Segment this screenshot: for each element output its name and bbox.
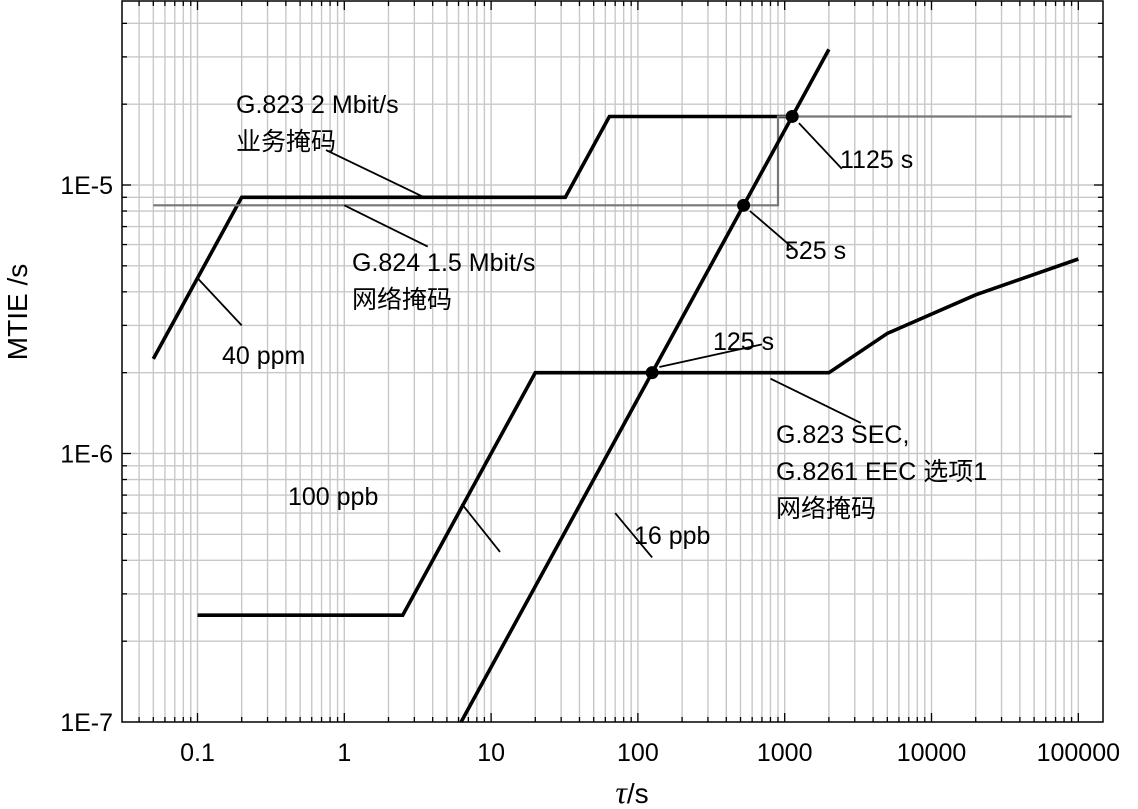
leader-line <box>325 149 425 199</box>
grid <box>122 1 1103 722</box>
y-tick-label: 1E-6 <box>60 441 113 469</box>
x-tick-label: 10 <box>477 739 505 767</box>
x-tick-label: 100000 <box>1037 739 1120 767</box>
annotation-label: 40 ppm <box>222 342 305 370</box>
x-tick-label: 1000 <box>757 739 813 767</box>
leader-line <box>749 210 795 250</box>
leader-line <box>659 343 763 368</box>
x-tick-label: 0.1 <box>180 739 215 767</box>
annotation-label: 网络掩码 <box>776 495 876 523</box>
y-tick-label: 1E-5 <box>60 172 113 200</box>
annotation-label: 16 ppb <box>634 522 710 550</box>
axis-ticks <box>122 1 1103 722</box>
annotation-label: G.8261 EEC 选项1 <box>776 458 987 486</box>
annotation-label: 100 ppb <box>288 483 378 511</box>
leader-line <box>343 204 429 248</box>
crossing-marker <box>785 109 799 123</box>
annotation-label: 125 s <box>713 328 774 356</box>
leader-line <box>614 512 653 559</box>
y-axis-title: MTIE /s <box>2 264 33 360</box>
x-tick-label: 10000 <box>897 739 967 767</box>
x-axis-title: τ/s <box>615 774 648 809</box>
series-slope-16ppb <box>459 48 831 723</box>
series-g823-2m <box>151 114 793 360</box>
leader-line <box>460 503 501 553</box>
crossing-marker <box>737 198 751 212</box>
leader-line <box>770 377 862 424</box>
annotation-leaders <box>196 122 862 559</box>
x-tick-label: 1 <box>337 739 351 767</box>
series-lines <box>151 48 1079 723</box>
annotation-label: G.823 SEC, <box>776 421 909 449</box>
crossing-markers <box>645 109 799 380</box>
annotation-label: 525 s <box>785 237 846 265</box>
annotation-label: 业务掩码 <box>236 128 336 156</box>
tick-labels: 0.1 1 10 100 1000 10000 100000 1E-7 1E-6 1E-5 <box>60 172 1120 767</box>
crossing-marker <box>645 366 659 380</box>
annotation-label: G.824 1.5 Mbit/s <box>352 249 535 277</box>
x-axis-symbol: τ <box>615 774 628 809</box>
annotations: G.823 2 Mbit/s 业务掩码 G.824 1.5 Mbit/s 网络掩码 40… <box>222 91 987 550</box>
y-tick-label: 1E-7 <box>60 709 113 737</box>
leader-line <box>196 277 243 327</box>
annotation-label: G.823 2 Mbit/s <box>236 91 399 119</box>
series-g824-1.5m <box>153 115 1072 207</box>
annotation-label: 1125 s <box>840 146 913 174</box>
x-axis-unit: /s <box>627 778 649 809</box>
x-tick-label: 100 <box>617 739 659 767</box>
series-g823-sec <box>197 257 1079 618</box>
leader-line <box>798 122 843 170</box>
annotation-label: 网络掩码 <box>352 286 452 314</box>
plot-frame <box>121 0 1104 723</box>
